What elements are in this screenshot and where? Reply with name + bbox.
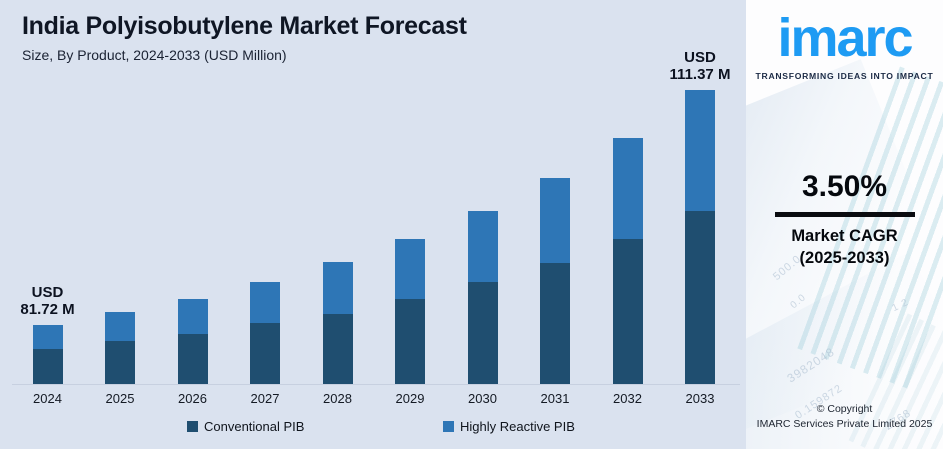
x-axis-line	[12, 384, 740, 385]
bar-2030	[467, 211, 498, 384]
watermark-number: 1 2	[890, 296, 911, 315]
x-axis-label-2033: 2033	[685, 391, 715, 406]
legend-item-highly-reactive-pib: Highly Reactive PIB	[443, 419, 575, 434]
bar-value-label-2033: USD 111.37 M	[652, 49, 748, 84]
bar-segment-conventional-pib-2031	[540, 263, 570, 384]
bar-segment-highly-reactive-pib-2024	[32, 325, 63, 349]
x-axis-label-2027: 2027	[250, 391, 280, 406]
bar-segment-highly-reactive-pib-2028	[322, 262, 353, 314]
bar-2031	[540, 178, 570, 384]
x-axis-label-2031: 2031	[540, 391, 570, 406]
x-axis-label-2026: 2026	[178, 391, 207, 406]
chart-legend: Conventional PIB Highly Reactive PIB	[0, 419, 746, 439]
bar-segment-conventional-pib-2030	[467, 282, 498, 384]
bar-segment-conventional-pib-2027	[250, 323, 280, 384]
value-label-currency: USD	[684, 48, 716, 66]
copyright: © Copyright IMARC Services Private Limit…	[746, 403, 943, 433]
legend-swatch-conventional-pib	[187, 421, 198, 432]
bar-2027	[250, 282, 280, 384]
bar-segment-highly-reactive-pib-2027	[250, 282, 280, 323]
plot-area: USD 81.72 M USD 111.37 M	[0, 49, 748, 385]
cagr-value: 3.50%	[801, 170, 888, 203]
bar-segment-highly-reactive-pib-2029	[395, 239, 425, 299]
cagr-period: (2025-2033)	[799, 249, 890, 267]
bar-segment-conventional-pib-2028	[322, 314, 353, 384]
bar-2033	[685, 90, 715, 384]
bar-2024	[32, 325, 63, 384]
x-axis-label-2032: 2032	[613, 391, 642, 406]
bar-2029	[395, 239, 425, 384]
x-axis-label-2029: 2029	[395, 391, 425, 406]
bar-segment-highly-reactive-pib-2026	[177, 299, 208, 334]
page-title: India Polyisobutylene Market Forecast	[22, 12, 467, 40]
watermark-number: 0.0	[788, 291, 809, 312]
brand-panel: 500.0 0.0 1 2 3982048 0.159872 2768 imar…	[746, 0, 943, 449]
x-axis-label-2024: 2024	[33, 391, 62, 406]
legend-item-conventional-pib: Conventional PIB	[187, 419, 304, 434]
bar-segment-conventional-pib-2032	[612, 239, 643, 384]
x-axis-label-2028: 2028	[323, 391, 352, 406]
legend-swatch-highly-reactive-pib	[443, 421, 454, 432]
bar-segment-highly-reactive-pib-2032	[612, 138, 643, 239]
x-axis-label-2030: 2030	[468, 391, 497, 406]
copyright-line2: IMARC Services Private Limited 2025	[756, 418, 933, 430]
bar-segment-conventional-pib-2024	[32, 349, 63, 384]
legend-label-conventional-pib: Conventional PIB	[204, 419, 305, 434]
imarc-logo: imarc	[777, 8, 913, 68]
logo-tagline: TRANSFORMING IDEAS INTO IMPACT	[755, 71, 934, 81]
copyright-line1: © Copyright	[816, 403, 873, 415]
watermark-number: 3982048	[784, 344, 838, 386]
bar-segment-conventional-pib-2026	[177, 334, 208, 384]
bar-2026	[177, 299, 208, 384]
value-label-amount: 111.37 M	[669, 65, 731, 83]
bar-segment-highly-reactive-pib-2030	[467, 211, 498, 282]
bar-segment-highly-reactive-pib-2025	[105, 312, 135, 341]
bar-2028	[322, 262, 353, 384]
bar-value-label-2024: USD 81.72 M	[0, 284, 96, 319]
legend-label-highly-reactive-pib: Highly Reactive PIB	[460, 419, 575, 434]
bar-segment-conventional-pib-2033	[685, 211, 715, 384]
bar-segment-highly-reactive-pib-2033	[685, 90, 715, 211]
page-subtitle: Size, By Product, 2024-2033 (USD Million…	[22, 47, 287, 63]
bar-segment-highly-reactive-pib-2031	[540, 178, 570, 263]
bar-segment-conventional-pib-2025	[105, 341, 135, 384]
value-label-amount: 81.72 M	[20, 300, 75, 318]
value-label-currency: USD	[31, 283, 64, 301]
cagr-divider	[774, 212, 915, 217]
bar-segment-conventional-pib-2029	[395, 299, 425, 384]
bar-2032	[612, 138, 643, 384]
cagr-label: Market CAGR	[791, 227, 898, 245]
chart-section: India Polyisobutylene Market Forecast Si…	[0, 12, 748, 439]
x-axis-label-2025: 2025	[105, 391, 135, 406]
bar-2025	[105, 312, 135, 384]
